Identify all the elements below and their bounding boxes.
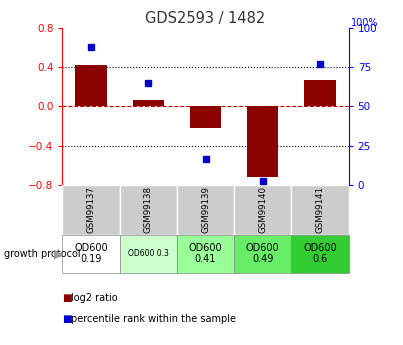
Text: log2 ratio: log2 ratio (71, 294, 117, 303)
Bar (304, 80, 336, 107)
Text: ■: ■ (62, 294, 72, 303)
Text: growth protocol: growth protocol (4, 249, 81, 258)
Bar (291, 235, 349, 273)
Text: OD600
0.49: OD600 0.49 (246, 243, 280, 264)
Bar (234, 235, 291, 273)
Text: ▶: ▶ (54, 247, 64, 260)
Text: OD600
0.6: OD600 0.6 (303, 243, 337, 264)
Text: 100%: 100% (351, 18, 379, 28)
Bar (177, 185, 234, 235)
Text: GSM99138: GSM99138 (144, 186, 153, 234)
Bar (190, 107, 221, 128)
Bar (62, 185, 120, 235)
Bar (133, 100, 164, 107)
Bar (62, 235, 120, 273)
Text: GSM99137: GSM99137 (87, 186, 96, 234)
Bar (291, 185, 349, 235)
Bar (247, 107, 278, 177)
Text: GSM99139: GSM99139 (201, 187, 210, 234)
Text: OD600 0.3: OD600 0.3 (128, 249, 169, 258)
Text: percentile rank within the sample: percentile rank within the sample (71, 314, 235, 324)
Bar (177, 235, 234, 273)
Title: GDS2593 / 1482: GDS2593 / 1482 (145, 11, 266, 27)
Text: GSM99141: GSM99141 (316, 186, 324, 234)
Bar (120, 185, 177, 235)
Text: OD600
0.41: OD600 0.41 (189, 243, 222, 264)
Bar (75, 65, 107, 107)
Bar (120, 235, 177, 273)
Text: ■: ■ (62, 314, 72, 324)
Text: GSM99140: GSM99140 (258, 186, 267, 234)
Text: OD600
0.19: OD600 0.19 (74, 243, 108, 264)
Bar (234, 185, 291, 235)
